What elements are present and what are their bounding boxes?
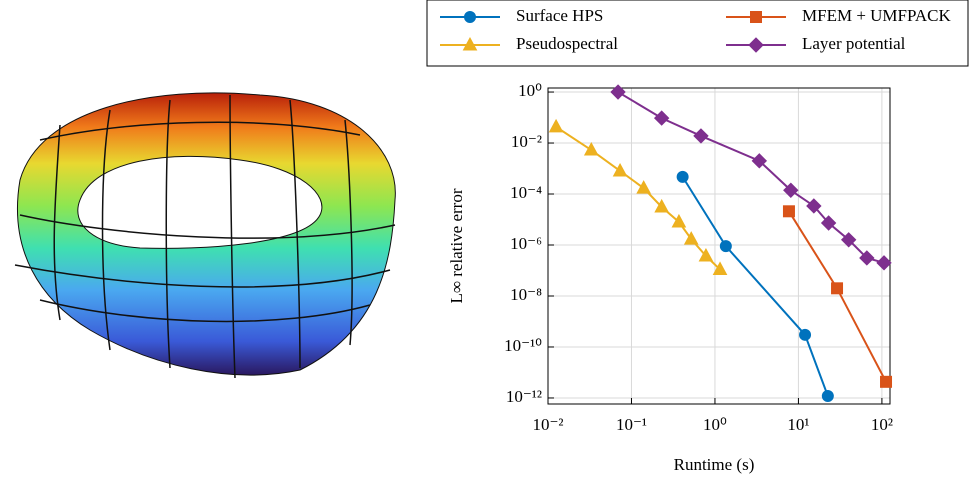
marker [653, 110, 670, 126]
marker [610, 84, 626, 100]
marker [783, 182, 799, 198]
marker [751, 153, 768, 169]
marker [876, 255, 892, 271]
marker [698, 247, 714, 262]
y-axis-label: L∞ relative error [447, 188, 466, 303]
y-tick-label: 10⁻⁶ [510, 234, 542, 253]
marker [748, 37, 764, 53]
y-tick-label: 10⁻² [511, 132, 542, 151]
marker [820, 215, 837, 231]
y-tick-label: 10⁻⁸ [510, 285, 542, 304]
marker [636, 180, 652, 194]
marker [676, 170, 689, 183]
series-line [788, 210, 887, 383]
legend-box [426, 0, 969, 67]
x-tick-label: 10⁻² [532, 415, 563, 434]
series-line [617, 91, 885, 264]
x-tick-label: 10² [871, 415, 893, 434]
marker [859, 250, 875, 266]
marker [712, 261, 728, 275]
marker [583, 142, 599, 156]
marker [654, 198, 670, 213]
marker [782, 205, 795, 218]
marker [719, 240, 732, 253]
y-tick-label: 10⁻¹² [506, 387, 542, 406]
plot-frame [547, 87, 891, 405]
y-tick-label: 10⁻¹⁰ [504, 336, 542, 355]
x-tick-label: 10⁻¹ [616, 415, 647, 434]
legend-label: Pseudospectral [516, 34, 618, 53]
x-axis-label: Runtime (s) [674, 455, 755, 474]
marker [462, 36, 478, 51]
surface-render [14, 92, 396, 379]
marker [880, 375, 893, 388]
y-tick-label: 10⁰ [518, 81, 542, 100]
marker [548, 118, 564, 133]
x-tick-label: 10¹ [787, 415, 809, 434]
marker [464, 11, 476, 23]
marker [671, 213, 687, 228]
y-tick-label: 10⁻⁴ [510, 183, 542, 202]
legend-label: Layer potential [802, 34, 906, 53]
marker [693, 128, 709, 144]
series-line [681, 176, 829, 397]
marker [799, 328, 812, 341]
marker [683, 231, 699, 245]
marker [612, 162, 628, 177]
legend-label: MFEM + UMFPACK [802, 6, 952, 25]
marker [821, 389, 834, 402]
marker [840, 232, 857, 248]
marker [806, 198, 822, 214]
marker [750, 11, 762, 23]
legend-label: Surface HPS [516, 6, 603, 25]
x-tick-label: 10⁰ [703, 415, 727, 434]
marker [831, 282, 844, 295]
